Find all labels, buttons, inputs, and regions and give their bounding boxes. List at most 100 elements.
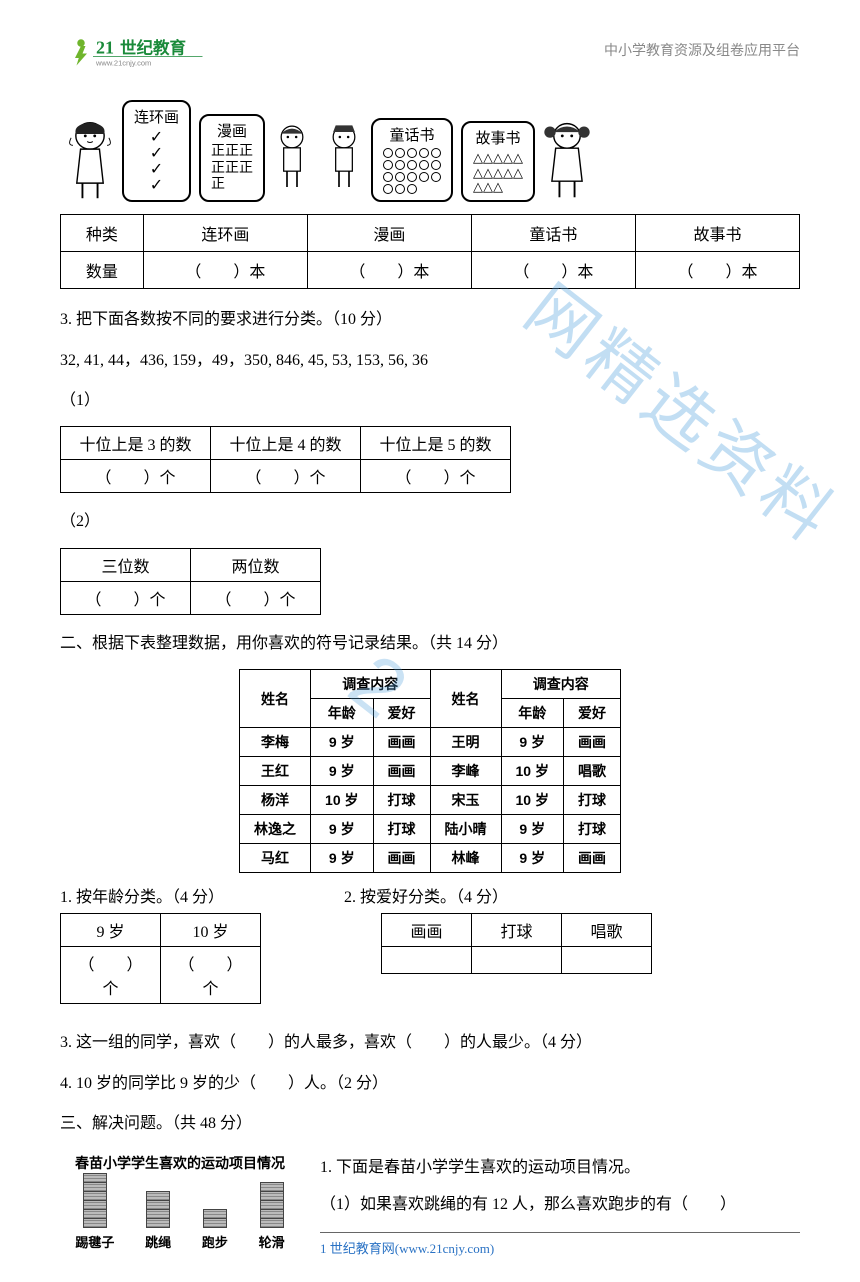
cell: 杨洋 <box>240 786 311 815</box>
blank-cell[interactable]: （ ）本 <box>471 252 635 289</box>
footer-text: 1 世纪教育网(www.21cnjy.com) <box>320 1237 800 1262</box>
cell: 10 岁 <box>501 757 563 786</box>
cell: 10 岁 <box>311 786 373 815</box>
blank-cell[interactable]: （ ）个 <box>211 460 361 493</box>
sports-chart: 春苗小学学生喜欢的运动项目情况 踢毽子 跳绳 跑步 轮滑 <box>60 1153 300 1251</box>
q3-p2: （2） <box>60 507 800 537</box>
sec2-q1: 1. 按年龄分类。（4 分） <box>60 883 224 907</box>
cell: 宋玉 <box>430 786 501 815</box>
th: 十位上是 4 的数 <box>211 427 361 460</box>
cell: 李峰 <box>430 757 501 786</box>
hobby-table: 画画 打球 唱歌 <box>381 913 652 974</box>
th-age: 年龄 <box>501 699 563 728</box>
cell: 画画 <box>373 728 430 757</box>
logo-icon: 21 世纪教育 www.21cnjy.com <box>60 30 210 80</box>
book-count-table: 种类 连环画 漫画 童话书 故事书 数量 （ ）本 （ ）本 （ ）本 （ ）本 <box>60 214 800 289</box>
svg-text:21: 21 <box>96 38 114 58</box>
th: 打球 <box>472 914 562 947</box>
bubble-lianhuanhua: 连环画 ✓✓✓✓ <box>122 100 191 202</box>
cell: 10 岁 <box>501 786 563 815</box>
kid-1-icon <box>60 117 120 202</box>
sec2-q2: 2. 按爱好分类。（4 分） <box>344 883 508 907</box>
cell: 打球 <box>563 815 620 844</box>
cell: 9 岁 <box>311 728 373 757</box>
cell: 9 岁 <box>501 815 563 844</box>
cell: 林逸之 <box>240 815 311 844</box>
sec3-q1: 1. 下面是春苗小学学生喜欢的运动项目情况。 <box>320 1153 800 1183</box>
bar-label: 踢毽子 <box>75 1232 114 1251</box>
sec3-title: 三、解决问题。（共 48 分） <box>60 1109 800 1139</box>
blank-cell[interactable]: （ ）个 <box>61 947 161 1004</box>
th-hobby: 爱好 <box>563 699 620 728</box>
table-row: 杨洋10 岁打球宋玉10 岁打球 <box>240 786 621 815</box>
q3-numbers: 32, 41, 44，436, 159，49，350, 846, 45, 53,… <box>60 346 800 376</box>
blank-cell[interactable]: （ ）本 <box>635 252 799 289</box>
cell: 王红 <box>240 757 311 786</box>
cell: 李梅 <box>240 728 311 757</box>
th: 10 岁 <box>161 914 261 947</box>
blank-cell[interactable]: （ ）个 <box>61 581 191 614</box>
th: 三位数 <box>61 548 191 581</box>
th: 童话书 <box>471 215 635 252</box>
footer-divider <box>320 1232 800 1233</box>
bubble-tonghua: 童话书 <box>371 118 453 202</box>
th-name: 姓名 <box>240 670 311 728</box>
svg-text:世纪教育: 世纪教育 <box>120 38 186 58</box>
age-table: 9 岁 10 岁 （ ）个 （ ）个 <box>60 913 261 1004</box>
blank-cell[interactable]: （ ）本 <box>307 252 471 289</box>
blank-cell[interactable]: （ ）个 <box>161 947 261 1004</box>
circles-icon <box>383 148 441 194</box>
triangles-icon: △△△△△ △△△△△ △△△ <box>473 151 523 194</box>
table-row: 李梅9 岁画画王明9 岁画画 <box>240 728 621 757</box>
bar-label: 跳绳 <box>145 1232 171 1251</box>
cell: 马红 <box>240 844 311 873</box>
th: 种类 <box>61 215 144 252</box>
bar-label: 跑步 <box>202 1232 228 1251</box>
q3-title: 3. 把下面各数按不同的要求进行分类。（10 分） <box>60 305 800 335</box>
table-row: 王红9 岁画画李峰10 岁唱歌 <box>240 757 621 786</box>
kid-3-icon <box>319 117 369 202</box>
blank-cell[interactable]: （ ）个 <box>191 581 321 614</box>
cell: 9 岁 <box>311 815 373 844</box>
cell: 9 岁 <box>311 844 373 873</box>
svg-text:www.21cnjy.com: www.21cnjy.com <box>95 59 151 68</box>
bar-col: 跑步 <box>202 1210 228 1251</box>
bar-col: 轮滑 <box>259 1183 285 1251</box>
bar-lunhua <box>260 1183 284 1228</box>
blank-cell[interactable]: （ ）本 <box>143 252 307 289</box>
bar-tiaosheng <box>146 1192 170 1228</box>
q3-p1: （1） <box>60 386 800 416</box>
blank-cell[interactable]: （ ）个 <box>361 460 511 493</box>
tally-line: 正 <box>211 177 253 194</box>
blank-cell[interactable] <box>562 947 652 974</box>
bar-tijianzi <box>83 1174 107 1228</box>
survey-table: 姓名 调查内容 姓名 调查内容 年龄 爱好 年龄 爱好 李梅9 岁画画王明9 岁… <box>239 669 621 873</box>
bar-col: 踢毽子 <box>75 1174 114 1251</box>
kid-2-icon <box>267 117 317 202</box>
th: 两位数 <box>191 548 321 581</box>
blank-cell[interactable] <box>472 947 562 974</box>
bar-label: 轮滑 <box>259 1232 285 1251</box>
cell: 画画 <box>563 728 620 757</box>
cell: 9 岁 <box>311 757 373 786</box>
bars-row: 踢毽子 跳绳 跑步 轮滑 <box>60 1181 300 1251</box>
th: 9 岁 <box>61 914 161 947</box>
bar-col: 跳绳 <box>145 1192 171 1251</box>
table-row: 林逸之9 岁打球陆小晴9 岁打球 <box>240 815 621 844</box>
bubble-gushi: 故事书 △△△△△ △△△△△ △△△ <box>461 121 535 202</box>
ticks-icon: ✓✓✓✓ <box>134 130 179 194</box>
tally-line: 正正正 <box>211 161 253 178</box>
sports-chart-title: 春苗小学学生喜欢的运动项目情况 <box>60 1153 300 1173</box>
bubble-title: 童话书 <box>383 126 441 146</box>
brand-logo: 21 世纪教育 www.21cnjy.com <box>60 30 210 80</box>
blank-cell[interactable]: （ ）个 <box>61 460 211 493</box>
kid-4-icon <box>537 117 597 202</box>
th-content: 调查内容 <box>501 670 620 699</box>
cell: 唱歌 <box>563 757 620 786</box>
cell: 打球 <box>373 786 430 815</box>
sports-section: 春苗小学学生喜欢的运动项目情况 踢毽子 跳绳 跑步 轮滑 1. 下面是春苗小学学… <box>60 1153 800 1261</box>
bubble-title: 漫画 <box>211 122 253 142</box>
blank-cell[interactable] <box>382 947 472 974</box>
th: 十位上是 5 的数 <box>361 427 511 460</box>
bubble-title: 故事书 <box>473 129 523 149</box>
